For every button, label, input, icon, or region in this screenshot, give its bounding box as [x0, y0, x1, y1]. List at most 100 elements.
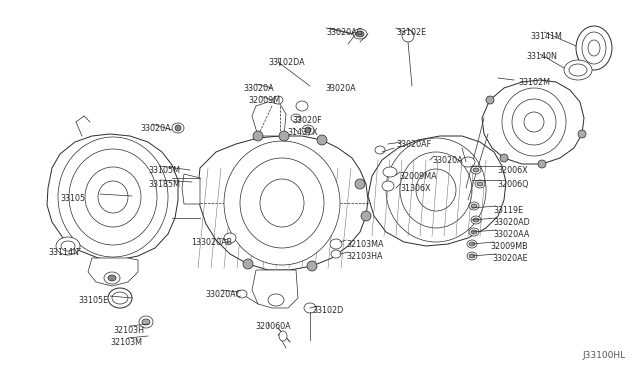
- Text: 33020AE: 33020AE: [492, 254, 527, 263]
- Ellipse shape: [361, 211, 371, 221]
- Ellipse shape: [85, 167, 141, 227]
- Text: 33020A: 33020A: [432, 156, 463, 165]
- Ellipse shape: [104, 272, 120, 284]
- Text: 33102D: 33102D: [312, 306, 343, 315]
- Ellipse shape: [58, 137, 168, 257]
- Ellipse shape: [273, 96, 283, 104]
- Ellipse shape: [291, 114, 301, 122]
- Ellipse shape: [268, 294, 284, 306]
- Ellipse shape: [502, 88, 566, 156]
- Ellipse shape: [473, 218, 479, 222]
- Polygon shape: [88, 258, 138, 286]
- Ellipse shape: [471, 166, 481, 174]
- Ellipse shape: [500, 154, 508, 162]
- Text: 31437X: 31437X: [287, 128, 317, 137]
- Ellipse shape: [356, 31, 364, 37]
- Ellipse shape: [538, 160, 546, 168]
- Ellipse shape: [469, 242, 475, 246]
- Polygon shape: [252, 270, 298, 308]
- Polygon shape: [182, 174, 200, 204]
- Text: 33020AA: 33020AA: [493, 230, 529, 239]
- Ellipse shape: [260, 179, 304, 227]
- Text: 32009MA: 32009MA: [399, 172, 436, 181]
- Ellipse shape: [582, 32, 606, 64]
- Text: 33020AG: 33020AG: [326, 28, 363, 37]
- Text: 33020AC: 33020AC: [205, 290, 241, 299]
- Ellipse shape: [382, 181, 394, 191]
- Ellipse shape: [588, 40, 600, 56]
- Ellipse shape: [304, 303, 316, 313]
- Ellipse shape: [512, 99, 556, 145]
- Ellipse shape: [564, 60, 592, 80]
- Text: 32103M: 32103M: [110, 338, 142, 347]
- Text: 33020AD: 33020AD: [493, 218, 530, 227]
- Text: 31306X: 31306X: [400, 184, 431, 193]
- Ellipse shape: [471, 216, 481, 224]
- Ellipse shape: [98, 181, 128, 213]
- Text: 33020A: 33020A: [243, 84, 274, 93]
- Ellipse shape: [355, 179, 365, 189]
- Ellipse shape: [471, 230, 477, 234]
- Text: 32103H: 32103H: [113, 326, 144, 335]
- Ellipse shape: [471, 204, 477, 208]
- Text: 33105E: 33105E: [78, 296, 108, 305]
- Ellipse shape: [402, 30, 414, 42]
- Ellipse shape: [486, 96, 494, 104]
- Polygon shape: [47, 134, 178, 260]
- Ellipse shape: [240, 158, 324, 248]
- Ellipse shape: [243, 259, 253, 269]
- Ellipse shape: [296, 101, 308, 111]
- Ellipse shape: [331, 250, 341, 258]
- Text: 133020AB: 133020AB: [191, 238, 232, 247]
- Ellipse shape: [375, 146, 385, 154]
- Text: 32009M: 32009M: [248, 96, 280, 105]
- Ellipse shape: [578, 130, 586, 138]
- Text: 33140N: 33140N: [526, 52, 557, 61]
- Ellipse shape: [524, 112, 544, 132]
- Ellipse shape: [305, 127, 311, 133]
- Ellipse shape: [475, 180, 485, 188]
- Polygon shape: [368, 136, 506, 246]
- Text: 32009MB: 32009MB: [490, 242, 527, 251]
- Ellipse shape: [467, 240, 477, 248]
- Text: 33105M: 33105M: [148, 166, 180, 175]
- Ellipse shape: [569, 64, 587, 76]
- Text: 320060A: 320060A: [255, 322, 291, 331]
- Text: 32006X: 32006X: [497, 166, 527, 175]
- Text: 33141M: 33141M: [530, 32, 562, 41]
- Ellipse shape: [139, 316, 153, 328]
- Text: 33185M: 33185M: [148, 180, 180, 189]
- Ellipse shape: [302, 125, 314, 135]
- Ellipse shape: [56, 237, 80, 255]
- Ellipse shape: [69, 149, 157, 245]
- Text: 33102M: 33102M: [518, 78, 550, 87]
- Ellipse shape: [61, 241, 75, 251]
- Text: 33020F: 33020F: [292, 116, 322, 125]
- Ellipse shape: [383, 167, 397, 177]
- Ellipse shape: [279, 131, 289, 141]
- Polygon shape: [482, 80, 584, 164]
- Ellipse shape: [477, 182, 483, 186]
- Ellipse shape: [237, 290, 247, 298]
- Text: 33114N: 33114N: [48, 248, 79, 257]
- Ellipse shape: [307, 261, 317, 271]
- Ellipse shape: [416, 169, 456, 211]
- Ellipse shape: [469, 228, 479, 236]
- Text: 33020AF: 33020AF: [396, 140, 431, 149]
- Ellipse shape: [576, 26, 612, 70]
- Text: 32103HA: 32103HA: [346, 252, 383, 261]
- Text: 33020A: 33020A: [140, 124, 171, 133]
- Ellipse shape: [467, 252, 477, 260]
- Ellipse shape: [142, 319, 150, 325]
- Ellipse shape: [461, 157, 475, 167]
- Ellipse shape: [469, 202, 479, 210]
- Ellipse shape: [330, 239, 342, 249]
- Polygon shape: [252, 102, 286, 136]
- Text: 32103MA: 32103MA: [346, 240, 383, 249]
- Ellipse shape: [400, 152, 472, 228]
- Text: 33119E: 33119E: [493, 206, 523, 215]
- Ellipse shape: [386, 138, 486, 242]
- Text: 32006Q: 32006Q: [497, 180, 529, 189]
- Ellipse shape: [224, 141, 340, 265]
- Polygon shape: [198, 136, 368, 270]
